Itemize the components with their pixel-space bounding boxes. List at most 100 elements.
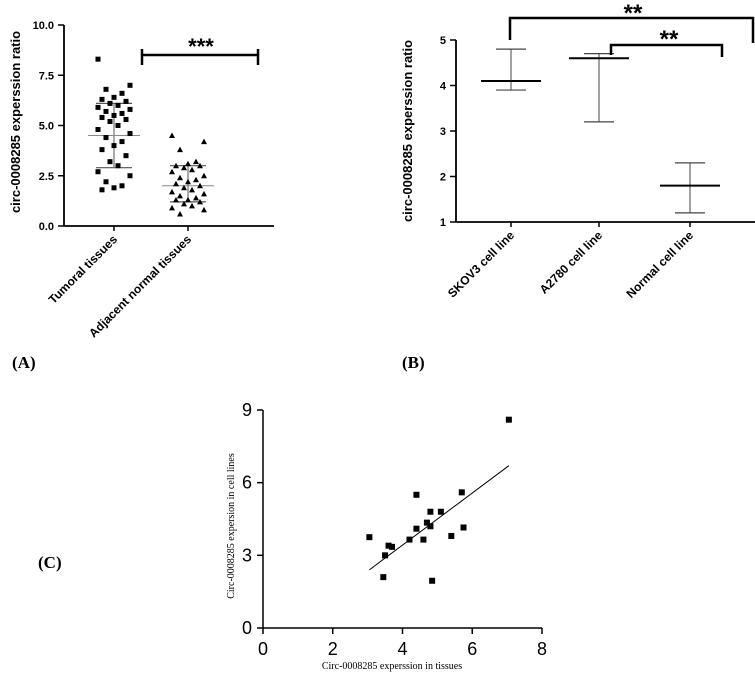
chart-b-significance-label-1: ** [624,0,643,27]
chart-a-point-tumoral [123,98,129,104]
chart-a-point-adjacent [181,200,187,207]
chart-a-point-tumoral [123,116,129,122]
chart-a-point-tumoral [111,185,117,191]
chart-c-y-tick-label: 9 [242,400,252,420]
chart-c-point [385,542,392,549]
chart-a-y-tick-label: 2.5 [39,171,54,183]
chart-a-y-tick-label: 10.0 [33,20,54,32]
chart-a-point-tumoral [115,163,121,169]
chart-c-point [380,574,387,581]
chart-a-point-adjacent [189,186,195,193]
chart-a-point-adjacent [169,132,175,139]
chart-c-y-tick-label: 6 [242,473,252,493]
chart-a-point-tumoral [119,139,125,145]
chart-a-point-adjacent [169,188,175,195]
chart-a-point-adjacent [185,178,191,185]
chart-c-x-tick-label: 0 [258,639,268,659]
chart-c-point [413,525,420,532]
chart-c-point [389,543,396,550]
chart-a-point-adjacent [181,184,187,191]
chart-a-point-adjacent [193,194,199,201]
chart-a-point-adjacent [177,210,183,217]
chart-c-point [406,536,413,543]
chart-c: Circ-0008285 expersion in cell lines Cir… [226,400,547,672]
chart-b-significance-bracket-2: ** [609,26,724,57]
chart-b-y-tick-label: 1 [440,217,446,229]
chart-a-point-adjacent [193,158,199,165]
chart-a-point-tumoral [103,179,109,185]
chart-c-x-tick-label: 6 [467,639,477,659]
chart-a-point-tumoral [99,96,105,102]
chart-a-point-tumoral [103,86,109,92]
chart-a-x-tick-label: Tumoral tissues [46,232,121,307]
chart-a-point-tumoral [107,118,113,124]
chart-a-point-tumoral [99,114,105,120]
chart-c-point [382,552,389,559]
chart-b-y-axis-label: circ-0008285 experssion ratio [400,40,415,222]
chart-a-point-tumoral [115,102,121,108]
chart-a-point-tumoral [107,159,113,165]
chart-c-trendline [369,465,510,571]
chart-b: circ-0008285 experssion ratio 1 2 3 4 5 SKOV… [400,0,755,301]
panel-label-b: (B) [402,353,425,372]
chart-c-x-ticks: 0 2 4 6 8 [258,628,547,659]
chart-a-point-adjacent [197,182,203,189]
chart-a-point-adjacent [197,198,203,205]
chart-c-x-axis-label: Circ-0008285 experssion in tissues [322,661,462,672]
chart-a-point-tumoral [103,108,109,114]
chart-a-point-tumoral [119,183,125,189]
chart-b-y-tick-label: 3 [440,126,446,138]
chart-a-point-adjacent [201,190,207,197]
chart-a-point-adjacent [181,164,187,171]
chart-a-y-tick-label: 7.5 [39,70,54,82]
chart-a-points [95,56,207,217]
chart-a-point-adjacent [169,204,175,211]
chart-a-point-tumoral [111,112,117,118]
chart-a-point-tumoral [127,106,133,112]
chart-a-point-tumoral [99,187,105,193]
chart-a-point-tumoral [107,100,113,106]
chart-c-point [458,489,465,496]
chart-a-y-ticks: 0.0 2.5 5.0 7.5 10.0 [33,20,64,233]
chart-c-x-tick-label: 2 [328,639,338,659]
chart-c-point [427,523,434,530]
chart-a-point-tumoral [99,147,105,153]
chart-c-y-tick-label: 3 [242,545,252,565]
chart-a-significance-bracket: *** [140,34,260,65]
chart-c-point [448,532,455,539]
chart-a-point-tumoral [103,135,109,141]
chart-a-point-adjacent [185,196,191,203]
chart-b-significance-bracket-1: ** [508,0,755,43]
chart-a-point-tumoral [127,82,133,88]
chart-a-point-tumoral [127,173,133,179]
chart-b-x-tick-labels: SKOV3 cell line A2780 cell line Normal cel… [445,222,696,301]
chart-a-point-adjacent [177,146,183,153]
chart-a-point-tumoral [123,153,129,159]
chart-a-point-adjacent [201,138,207,145]
chart-c-point [460,524,467,531]
chart-a-point-adjacent [173,196,179,203]
chart-a-point-adjacent [197,162,203,169]
chart-b-x-tick-label: A2780 cell line [537,228,606,297]
chart-a-point-tumoral [115,123,121,128]
chart-a-point-adjacent [177,192,183,199]
chart-c-y-tick-label: 0 [242,618,252,638]
chart-b-mean-and-error-bars [481,48,720,214]
chart-a-point-tumoral [111,94,117,100]
chart-a-y-tick-label: 5.0 [39,121,54,133]
chart-a-point-adjacent [173,180,179,187]
chart-a-point-adjacent [185,160,191,167]
chart-a-significance-label: *** [188,34,214,59]
chart-a-point-adjacent [201,172,207,179]
chart-a-point-tumoral [95,56,101,62]
chart-a-point-adjacent [193,176,199,183]
chart-c-point [420,536,427,543]
chart-a-point-adjacent [177,174,183,181]
chart-a-point-tumoral [95,127,101,133]
chart-c-y-axis-label: Circ-0008285 expersion in cell lines [226,453,237,599]
chart-a-point-tumoral [95,169,101,175]
chart-c-point [437,508,444,515]
chart-c-point [413,491,420,498]
